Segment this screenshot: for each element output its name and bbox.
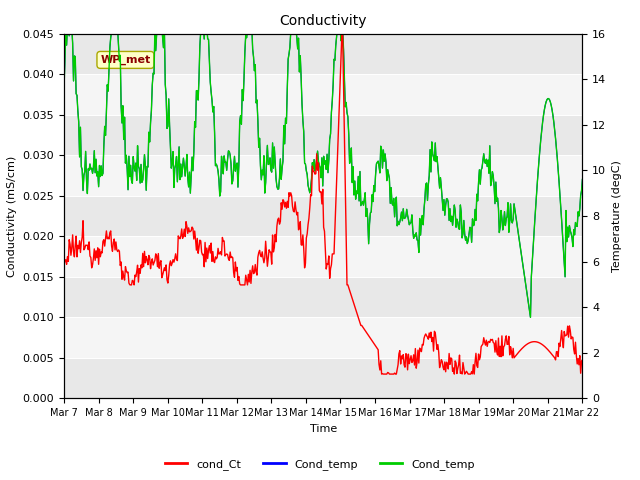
Bar bbox=[64, 317, 582, 358]
Bar bbox=[64, 34, 582, 74]
Bar bbox=[64, 115, 582, 155]
Bar bbox=[64, 358, 582, 398]
Bar bbox=[64, 196, 582, 236]
Y-axis label: Conductivity (mS/cm): Conductivity (mS/cm) bbox=[7, 156, 17, 276]
Bar bbox=[64, 236, 582, 277]
Text: WP_met: WP_met bbox=[100, 55, 150, 65]
Title: Conductivity: Conductivity bbox=[280, 14, 367, 28]
Bar bbox=[64, 74, 582, 115]
Bar bbox=[64, 277, 582, 317]
Bar bbox=[64, 155, 582, 196]
Legend: cond_Ct, Cond_temp, Cond_temp: cond_Ct, Cond_temp, Cond_temp bbox=[161, 455, 479, 474]
Y-axis label: Temperature (degC): Temperature (degC) bbox=[612, 160, 622, 272]
X-axis label: Time: Time bbox=[310, 424, 337, 433]
